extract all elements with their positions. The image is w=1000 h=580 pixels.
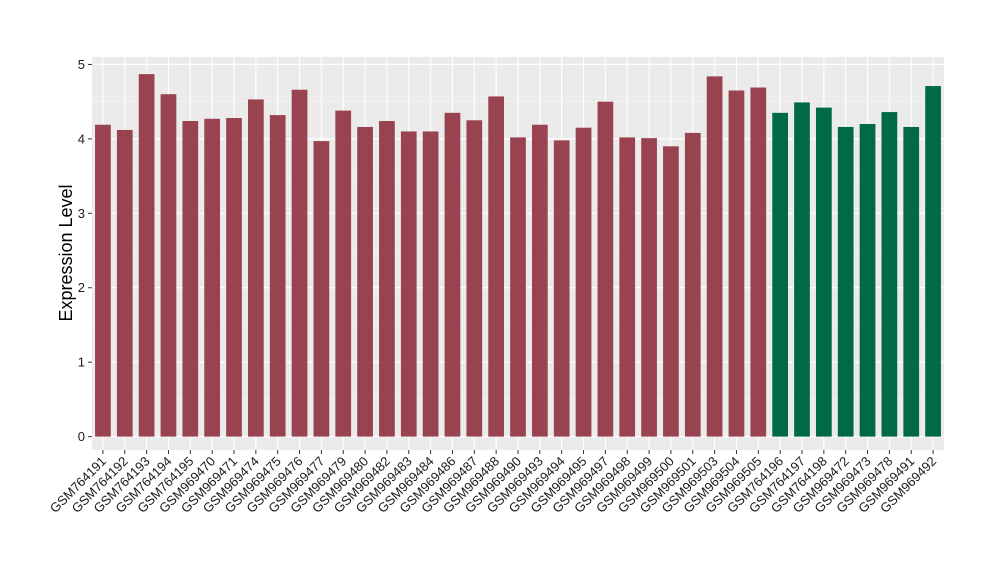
bar-gsm969499 <box>641 138 657 437</box>
bar-gsm969480 <box>357 126 373 437</box>
bar-gsm969471 <box>226 118 242 437</box>
y-tick-label: 3 <box>78 206 85 221</box>
bar-gsm969494 <box>553 140 570 437</box>
bar-gsm969500 <box>663 146 679 437</box>
bar-gsm969498 <box>619 137 636 437</box>
y-tick-label: 5 <box>78 57 85 72</box>
bar-gsm969482 <box>379 121 395 437</box>
bar-gsm969497 <box>597 101 614 437</box>
bars <box>95 74 941 437</box>
y-tick-label: 0 <box>78 429 85 444</box>
bar-gsm764198 <box>815 107 832 437</box>
bar-gsm969504 <box>728 90 745 437</box>
y-axis: 0 1 2 3 4 5 <box>78 57 92 444</box>
bar-gsm969487 <box>466 120 483 437</box>
bar-gsm969474 <box>247 99 264 437</box>
bar-gsm969492 <box>925 86 941 437</box>
bar-gsm969470 <box>204 118 221 437</box>
bar-gsm764197 <box>794 102 810 437</box>
bar-gsm969484 <box>422 131 439 437</box>
bar-gsm764195 <box>182 121 199 437</box>
bar-gsm969473 <box>859 123 876 437</box>
bar-gsm969503 <box>706 76 723 437</box>
bar-gsm969475 <box>269 115 286 437</box>
y-tick-label: 4 <box>78 131 85 146</box>
bar-gsm764196 <box>772 112 789 437</box>
y-tick-label: 1 <box>78 355 85 370</box>
bar-gsm969483 <box>400 131 417 437</box>
bar-gsm764191 <box>95 124 111 437</box>
bar-gsm764193 <box>138 74 155 437</box>
bar-gsm969501 <box>684 132 701 437</box>
bar-gsm969505 <box>750 87 767 437</box>
bar-gsm764194 <box>160 94 177 437</box>
bar-gsm969491 <box>903 126 920 437</box>
bar-gsm969476 <box>291 89 308 437</box>
y-axis-title: Expression Level <box>56 184 76 321</box>
bar-gsm969478 <box>881 112 898 437</box>
bar-gsm969490 <box>510 137 526 437</box>
x-axis: GSM764191GSM764192GSM764193GSM764194GSM7… <box>47 450 939 516</box>
bar-gsm969486 <box>444 112 461 437</box>
bar-gsm969477 <box>313 141 330 437</box>
bar-gsm969472 <box>837 126 854 437</box>
bar-gsm969488 <box>488 96 505 437</box>
bar-gsm969479 <box>335 110 352 437</box>
bar-gsm969493 <box>531 124 548 437</box>
bar-gsm764192 <box>116 129 133 437</box>
bar-gsm969495 <box>575 127 592 437</box>
y-tick-label: 2 <box>78 280 85 295</box>
